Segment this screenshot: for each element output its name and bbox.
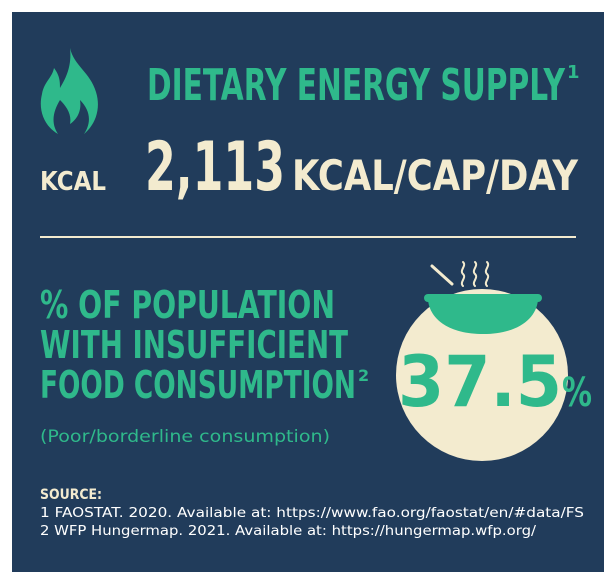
population-title-line: FOOD CONSUMPTION <box>40 363 356 407</box>
energy-value: 2,113 <box>145 128 285 207</box>
spoon <box>430 264 454 286</box>
population-value: 37.5 <box>398 341 562 423</box>
source-item: 2 WFP Hungermap. 2021. Available at: htt… <box>40 524 537 539</box>
population-title-line: WITH INSUFFICIENT <box>40 323 348 367</box>
icon-label: KCAL <box>40 167 106 197</box>
population-subtitle: (Poor/borderline consumption) <box>40 427 330 447</box>
population-unit: % <box>562 370 592 416</box>
source-heading: SOURCE: <box>40 487 102 503</box>
circle-badge <box>396 289 568 461</box>
energy-unit: KCAL/CAP/DAY <box>292 151 578 200</box>
panel <box>12 12 604 572</box>
bowl-rim <box>424 294 542 302</box>
population-title-line: % OF POPULATION <box>40 283 335 327</box>
energy-note: 1 <box>567 62 580 83</box>
steam <box>460 261 490 287</box>
population-note: 2 <box>358 366 369 385</box>
flame-icon <box>40 48 98 134</box>
bowl-icon <box>428 300 538 334</box>
energy-title: DIETARY ENERGY SUPPLY <box>147 60 566 111</box>
source-item: 1 FAOSTAT. 2020. Available at: https://w… <box>40 506 584 521</box>
